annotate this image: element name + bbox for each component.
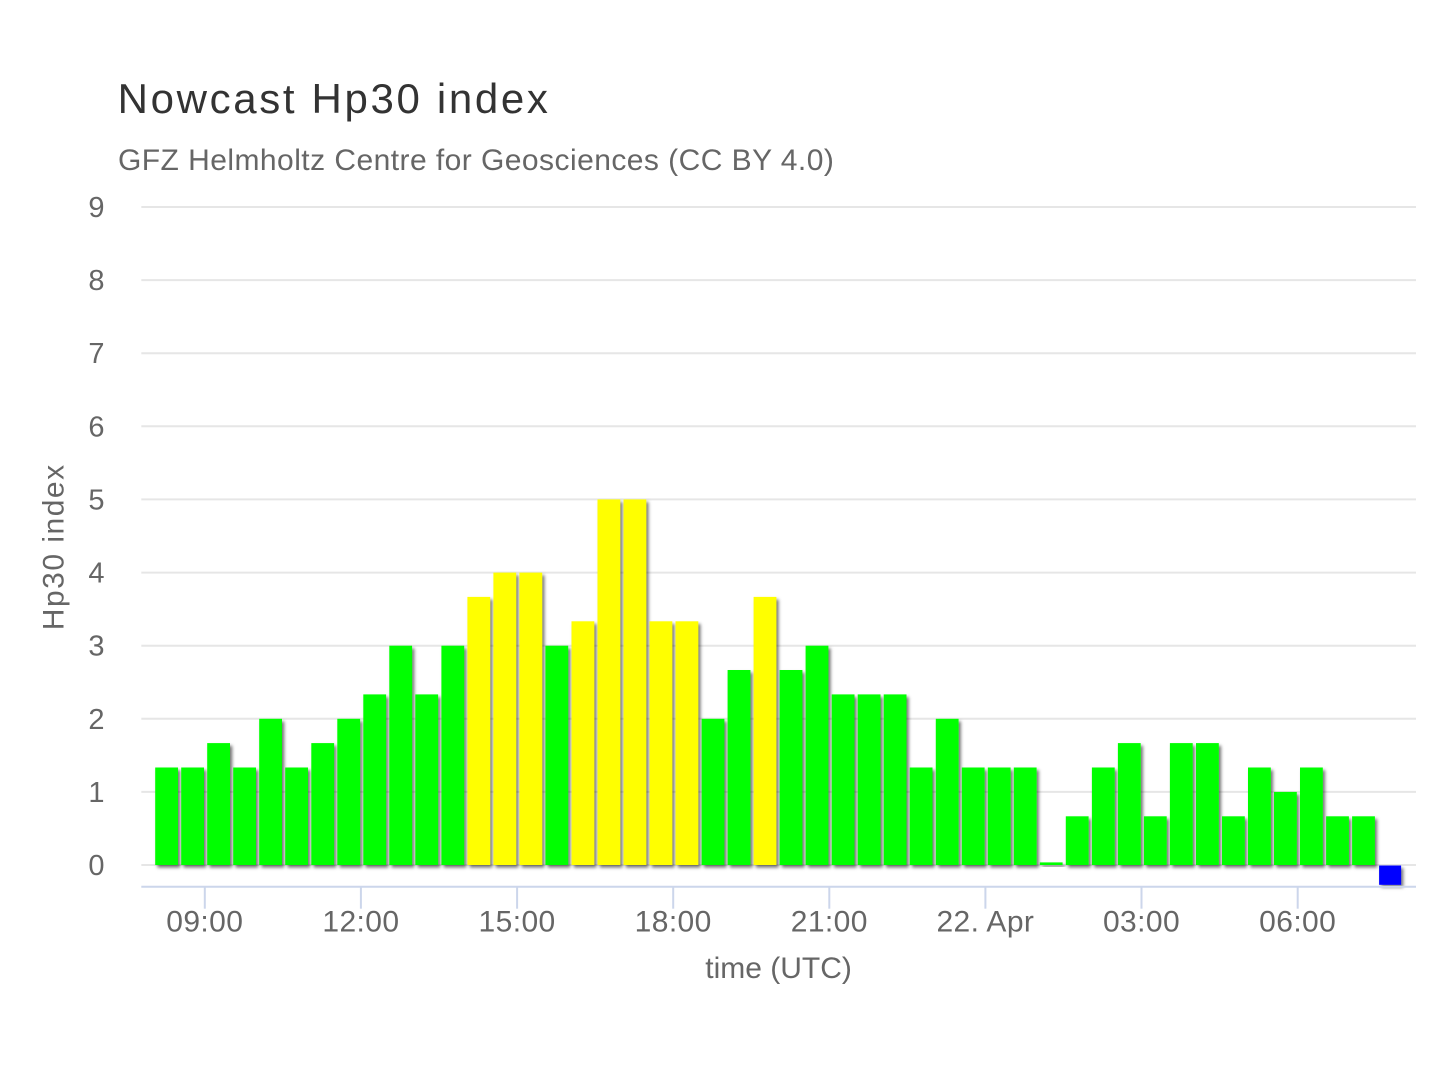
svg-text:8: 8: [88, 265, 104, 297]
svg-text:0: 0: [88, 850, 104, 882]
svg-text:7: 7: [88, 338, 104, 370]
svg-text:2: 2: [88, 704, 104, 736]
svg-text:06:00: 06:00: [1259, 906, 1336, 939]
svg-text:GFZ Helmholtz Centre for Geosc: GFZ Helmholtz Centre for Geosciences (CC…: [118, 144, 834, 177]
svg-text:4: 4: [88, 558, 104, 590]
svg-text:21:00: 21:00: [791, 906, 868, 939]
svg-text:03:00: 03:00: [1103, 906, 1180, 939]
svg-text:Hp30 index: Hp30 index: [38, 463, 71, 630]
svg-text:18:00: 18:00: [635, 906, 712, 939]
svg-text:6: 6: [88, 411, 104, 443]
svg-text:1: 1: [88, 777, 104, 809]
svg-text:Nowcast Hp30 index: Nowcast Hp30 index: [118, 75, 551, 122]
svg-text:3: 3: [88, 631, 104, 663]
svg-text:15:00: 15:00: [479, 906, 556, 939]
svg-text:12:00: 12:00: [322, 906, 399, 939]
svg-text:22. Apr: 22. Apr: [936, 906, 1034, 939]
svg-text:09:00: 09:00: [166, 906, 243, 939]
svg-text:time (UTC): time (UTC): [705, 952, 852, 985]
svg-text:9: 9: [88, 192, 104, 224]
svg-text:5: 5: [88, 484, 104, 516]
